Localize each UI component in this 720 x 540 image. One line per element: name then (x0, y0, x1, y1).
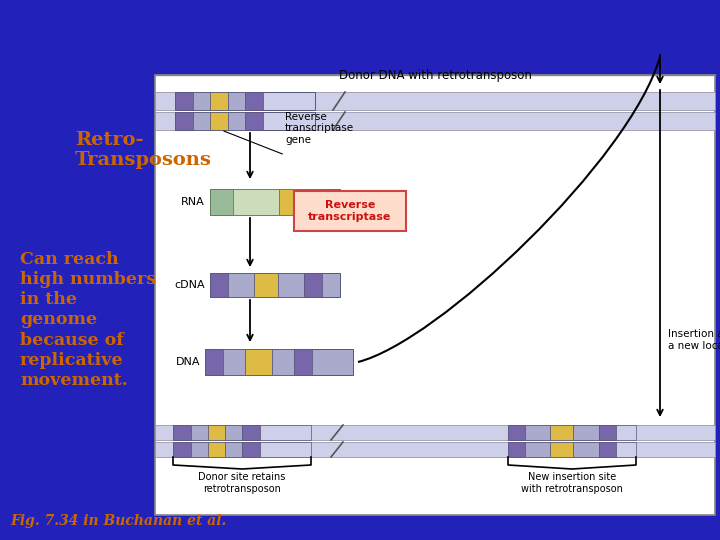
Bar (508, 442, 525, 457)
Bar (508, 442, 636, 457)
Bar (599, 442, 616, 457)
Bar (245, 92, 264, 110)
Bar (175, 92, 193, 110)
Bar (210, 92, 228, 110)
Bar (207, 425, 225, 440)
Bar (228, 273, 254, 297)
Bar (302, 189, 322, 215)
Text: Insertion at
a new location: Insertion at a new location (668, 329, 720, 351)
Bar (225, 442, 242, 457)
Bar (550, 425, 573, 440)
Bar (205, 349, 353, 375)
Bar (193, 92, 210, 110)
Bar (210, 189, 233, 215)
Bar (210, 273, 340, 297)
Bar (210, 189, 340, 215)
Bar (508, 425, 636, 440)
Bar (278, 273, 304, 297)
Bar (245, 349, 271, 375)
Bar (279, 189, 302, 215)
Bar (525, 425, 550, 440)
Bar (173, 425, 311, 440)
Bar (210, 112, 228, 130)
Bar (245, 112, 264, 130)
Bar (173, 442, 311, 457)
Bar (271, 349, 294, 375)
Bar (225, 425, 242, 440)
Bar (233, 189, 279, 215)
Text: DNA: DNA (176, 357, 200, 367)
Bar (508, 425, 525, 440)
Bar (155, 75, 715, 515)
Bar (173, 442, 191, 457)
Bar (242, 442, 260, 457)
Bar (175, 92, 315, 110)
Bar (191, 425, 207, 440)
Bar (193, 112, 210, 130)
Bar (175, 112, 193, 130)
Bar (155, 425, 715, 440)
Bar (254, 273, 278, 297)
Bar (207, 442, 225, 457)
Text: RNA: RNA (181, 197, 205, 207)
Text: New insertion site
with retrotransposon: New insertion site with retrotransposon (521, 472, 623, 494)
Text: Retro-
Transposons: Retro- Transposons (75, 131, 212, 170)
Bar (573, 442, 599, 457)
Bar (304, 273, 322, 297)
Bar (294, 349, 312, 375)
Bar (599, 425, 616, 440)
Bar (155, 112, 715, 130)
Bar (242, 425, 260, 440)
Text: Reverse
transcriptase
gene: Reverse transcriptase gene (285, 112, 354, 145)
Bar (205, 349, 222, 375)
Bar (222, 349, 245, 375)
FancyBboxPatch shape (294, 191, 406, 231)
Text: Reverse
transcriptase: Reverse transcriptase (308, 200, 392, 222)
Text: Donor site retains
retrotransposon: Donor site retains retrotransposon (198, 472, 286, 494)
Bar (228, 92, 245, 110)
Text: Donor DNA with retrotransposon: Donor DNA with retrotransposon (338, 69, 531, 82)
Bar (173, 425, 191, 440)
Text: cDNA: cDNA (174, 280, 205, 290)
Bar (550, 442, 573, 457)
Bar (155, 92, 715, 110)
Text: Fig. 7.34 in Buchanan et al.: Fig. 7.34 in Buchanan et al. (10, 514, 226, 528)
Bar (175, 112, 315, 130)
Bar (228, 112, 245, 130)
Bar (210, 273, 228, 297)
Bar (525, 442, 550, 457)
Bar (573, 425, 599, 440)
Text: Can reach
high numbers
in the
genome
because of
replicative
movement.: Can reach high numbers in the genome bec… (20, 251, 156, 389)
Bar (191, 442, 207, 457)
Bar (155, 442, 715, 457)
